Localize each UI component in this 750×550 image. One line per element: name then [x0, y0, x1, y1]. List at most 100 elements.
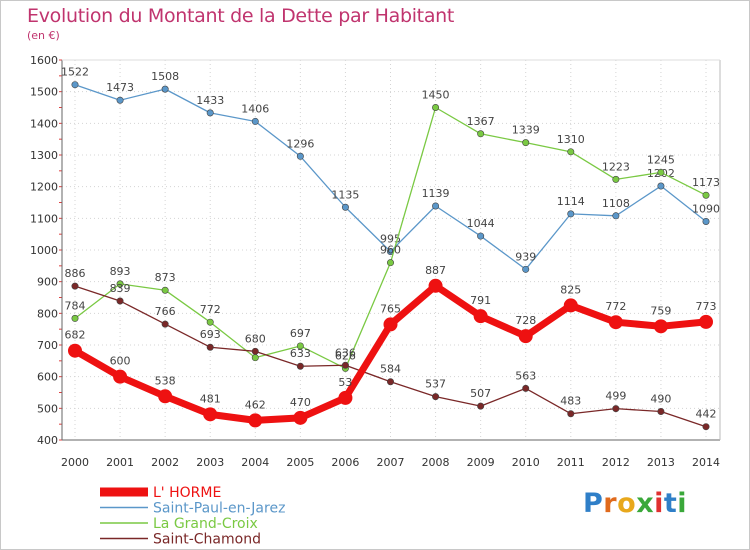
- x-tick-label: 2006: [331, 456, 359, 469]
- logo-letter: i: [677, 488, 688, 519]
- data-point: [161, 85, 169, 93]
- data-label: 490: [650, 393, 671, 406]
- y-tick-label: 1400: [30, 117, 58, 130]
- data-label: 728: [515, 314, 536, 327]
- data-point: [608, 315, 623, 330]
- data-point: [477, 232, 485, 240]
- proxiti-logo: Proxiti: [583, 488, 687, 519]
- data-point: [296, 342, 304, 350]
- data-label: 1310: [557, 133, 585, 146]
- legend-label: Saint-Paul-en-Jarez: [153, 501, 285, 517]
- data-point: [567, 210, 575, 218]
- data-label: 584: [380, 363, 401, 376]
- data-point: [522, 384, 530, 392]
- legend-label: La Grand-Croix: [153, 516, 258, 532]
- data-point: [341, 203, 349, 211]
- data-label: 1173: [692, 176, 720, 189]
- x-tick-label: 2014: [692, 456, 720, 469]
- x-tick-label: 2000: [61, 456, 89, 469]
- data-point: [116, 280, 124, 288]
- logo-letter: P: [583, 488, 604, 519]
- data-point: [248, 413, 263, 428]
- data-label: 442: [696, 408, 717, 421]
- data-label: 1135: [331, 188, 359, 201]
- data-point: [206, 318, 214, 326]
- y-tick-label: 1200: [30, 181, 58, 194]
- data-label: 772: [605, 300, 626, 313]
- data-point: [612, 212, 620, 220]
- data-label: 791: [470, 294, 491, 307]
- data-point: [612, 405, 620, 413]
- data-label: 1044: [467, 217, 495, 230]
- data-label: 1339: [512, 124, 540, 137]
- x-tick-label: 2008: [422, 456, 450, 469]
- legend-label: L' HORME: [153, 485, 221, 501]
- data-point: [71, 81, 79, 89]
- data-point: [653, 319, 668, 334]
- chart-title: Evolution du Montant de la Dette par Hab…: [27, 5, 455, 27]
- data-point: [432, 393, 440, 401]
- data-point: [567, 148, 575, 156]
- data-point: [71, 282, 79, 290]
- x-tick-label: 2001: [106, 456, 134, 469]
- x-tick-label: 2004: [241, 456, 269, 469]
- data-point: [341, 361, 349, 369]
- data-point: [657, 407, 665, 415]
- data-point: [296, 152, 304, 160]
- y-tick-label: 1000: [30, 244, 58, 257]
- data-point: [71, 314, 79, 322]
- data-label: 697: [290, 327, 311, 340]
- data-point: [477, 402, 485, 410]
- data-point: [563, 298, 578, 313]
- logo-letter: x: [636, 488, 655, 519]
- chart-unit: (en €): [27, 29, 60, 42]
- data-label: 600: [110, 355, 131, 368]
- data-label: 773: [696, 300, 717, 313]
- data-point: [432, 104, 440, 112]
- data-label: 537: [425, 378, 446, 391]
- data-point: [428, 278, 443, 293]
- data-label: 626: [335, 349, 356, 362]
- data-point: [702, 218, 710, 226]
- data-point: [702, 191, 710, 199]
- data-point: [567, 410, 575, 418]
- data-label: 759: [650, 304, 671, 317]
- y-tick-label: 1100: [30, 212, 58, 225]
- data-label: 481: [200, 392, 221, 405]
- data-point: [338, 390, 353, 405]
- data-label: 873: [155, 271, 176, 284]
- y-tick-label: 400: [37, 434, 58, 447]
- data-label: 766: [155, 305, 176, 318]
- data-point: [116, 96, 124, 104]
- x-tick-label: 2013: [647, 456, 675, 469]
- x-tick-label: 2009: [467, 456, 495, 469]
- logo-letter: i: [654, 488, 664, 519]
- data-label: 1245: [647, 153, 675, 166]
- data-point: [386, 378, 394, 386]
- y-tick-label: 700: [37, 339, 58, 352]
- data-point: [386, 259, 394, 267]
- x-tick-label: 2012: [602, 456, 630, 469]
- data-label: 1108: [602, 197, 630, 210]
- data-point: [116, 297, 124, 305]
- x-tick-label: 2010: [512, 456, 540, 469]
- x-tick-label: 2007: [377, 456, 405, 469]
- y-tick-label: 800: [37, 307, 58, 320]
- data-point: [206, 343, 214, 351]
- data-label: 1433: [196, 94, 224, 107]
- data-label: 765: [380, 302, 401, 315]
- data-point: [522, 265, 530, 273]
- data-point: [383, 317, 398, 332]
- data-point: [702, 423, 710, 431]
- logo-letter: t: [663, 488, 678, 519]
- data-label: 1139: [422, 187, 450, 200]
- y-tick-label: 1600: [30, 54, 58, 67]
- data-point: [158, 389, 173, 404]
- y-tick-label: 500: [37, 402, 58, 415]
- data-label: 887: [425, 264, 446, 277]
- data-point: [477, 130, 485, 138]
- x-tick-label: 2011: [557, 456, 585, 469]
- data-label: 53: [338, 376, 352, 389]
- x-tick-label: 2005: [286, 456, 314, 469]
- data-label: 633: [290, 347, 311, 360]
